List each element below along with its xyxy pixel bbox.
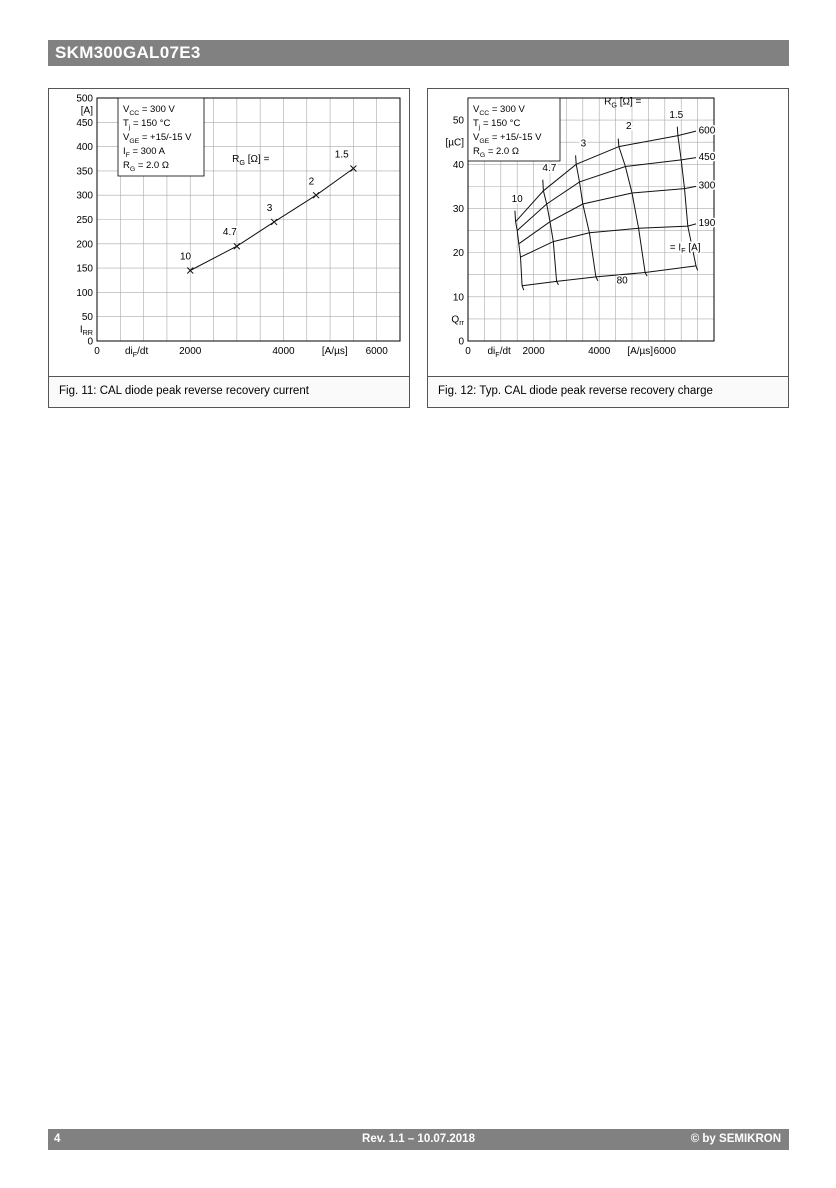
- svg-text:0: 0: [94, 346, 100, 357]
- svg-text:50: 50: [82, 312, 94, 323]
- svg-text:400: 400: [76, 142, 93, 153]
- svg-text:300: 300: [699, 181, 716, 192]
- svg-text:6000: 6000: [654, 346, 677, 357]
- svg-text:10: 10: [512, 194, 524, 205]
- footer-copyright: © by SEMIKRON: [690, 1133, 781, 1145]
- svg-text:1.5: 1.5: [669, 110, 683, 121]
- svg-text:250: 250: [76, 215, 93, 226]
- svg-text:2: 2: [309, 177, 315, 188]
- svg-text:Tj = 150 °C: Tj = 150 °C: [123, 118, 170, 131]
- svg-text:4.7: 4.7: [542, 163, 556, 174]
- svg-text:RG = 2.0 Ω: RG = 2.0 Ω: [123, 160, 169, 173]
- fig12-chart-area: 0 10 20 30 40 50 [µC] Qrr 0 2000 4000 6000 diF/dt [A/…: [428, 89, 788, 376]
- svg-text:RG = 2.0 Ω: RG = 2.0 Ω: [473, 146, 519, 159]
- fig12-caption: Fig. 12: Typ. CAL diode peak reverse rec…: [428, 376, 788, 407]
- svg-text:0: 0: [87, 337, 93, 348]
- svg-text:200: 200: [76, 239, 93, 250]
- figure-11: 0 50 100 150 200 250 300 350 400 450 500 [A] IRR 0 200…: [48, 88, 410, 408]
- svg-text:VCC = 300 V: VCC = 300 V: [123, 104, 176, 117]
- figures-row: 0 50 100 150 200 250 300 350 400 450 500 [A] IRR 0 200…: [48, 88, 789, 408]
- svg-text:[A/µs]: [A/µs]: [627, 346, 653, 357]
- svg-text:RG [Ω] =: RG [Ω] =: [232, 154, 269, 167]
- svg-text:6000: 6000: [366, 346, 389, 357]
- svg-text:IF = 300 A: IF = 300 A: [123, 146, 166, 159]
- svg-text:2: 2: [626, 121, 632, 132]
- header-bar: SKM300GAL07E3: [48, 40, 789, 66]
- svg-text:190: 190: [699, 218, 716, 229]
- svg-text:150: 150: [76, 264, 93, 275]
- svg-text:IRR: IRR: [80, 324, 93, 337]
- svg-text:[A/µs]: [A/µs]: [322, 346, 348, 357]
- footer-bar: 4 Rev. 1.1 – 10.07.2018 © by SEMIKRON: [48, 1129, 789, 1150]
- svg-text:300: 300: [76, 191, 93, 202]
- svg-text:= IF [A]: = IF [A]: [670, 242, 701, 255]
- svg-text:[A]: [A]: [81, 106, 93, 117]
- svg-text:50: 50: [453, 116, 465, 127]
- svg-text:VGE = +15/-15 V: VGE = +15/-15 V: [473, 132, 542, 145]
- figure-12: 0 10 20 30 40 50 [µC] Qrr 0 2000 4000 6000 diF/dt [A/…: [427, 88, 789, 408]
- svg-text:600: 600: [699, 125, 716, 136]
- svg-text:500: 500: [76, 94, 93, 105]
- svg-text:Qrr: Qrr: [451, 314, 464, 327]
- svg-text:4.7: 4.7: [223, 227, 237, 238]
- svg-text:80: 80: [617, 276, 629, 287]
- svg-text:4000: 4000: [272, 346, 295, 357]
- svg-text:0: 0: [458, 337, 464, 348]
- svg-text:0: 0: [465, 346, 471, 357]
- svg-text:2000: 2000: [522, 346, 545, 357]
- page-title: SKM300GAL07E3: [55, 43, 201, 62]
- svg-text:40: 40: [453, 160, 465, 171]
- svg-text:100: 100: [76, 288, 93, 299]
- svg-text:VCC = 300 V: VCC = 300 V: [473, 104, 526, 117]
- svg-text:VGE = +15/-15 V: VGE = +15/-15 V: [123, 132, 192, 145]
- svg-text:10: 10: [453, 292, 465, 303]
- svg-text:1.5: 1.5: [335, 149, 349, 160]
- svg-text:4000: 4000: [588, 346, 611, 357]
- svg-text:2000: 2000: [179, 346, 202, 357]
- svg-text:Tj = 150 °C: Tj = 150 °C: [473, 118, 520, 131]
- svg-text:diF/dt: diF/dt: [125, 346, 149, 359]
- fig11-chart-area: 0 50 100 150 200 250 300 350 400 450 500 [A] IRR 0 200…: [49, 89, 409, 376]
- svg-text:[µC]: [µC]: [445, 138, 464, 149]
- svg-text:450: 450: [699, 152, 716, 163]
- fig12-chart: 0 10 20 30 40 50 [µC] Qrr 0 2000 4000 6000 diF/dt [A/…: [445, 97, 717, 359]
- svg-text:20: 20: [453, 248, 465, 259]
- svg-text:3: 3: [267, 203, 273, 214]
- svg-text:350: 350: [76, 166, 93, 177]
- footer-revision: Rev. 1.1 – 10.07.2018: [362, 1133, 475, 1145]
- fig11-caption: Fig. 11: CAL diode peak reverse recovery…: [49, 376, 409, 407]
- svg-text:diF/dt: diF/dt: [488, 346, 512, 359]
- svg-text:3: 3: [581, 139, 587, 150]
- svg-text:RG [Ω] =: RG [Ω] =: [604, 97, 641, 110]
- svg-text:30: 30: [453, 204, 465, 215]
- svg-text:10: 10: [180, 251, 192, 262]
- footer-page-number: 4: [54, 1133, 61, 1145]
- svg-text:450: 450: [76, 118, 93, 129]
